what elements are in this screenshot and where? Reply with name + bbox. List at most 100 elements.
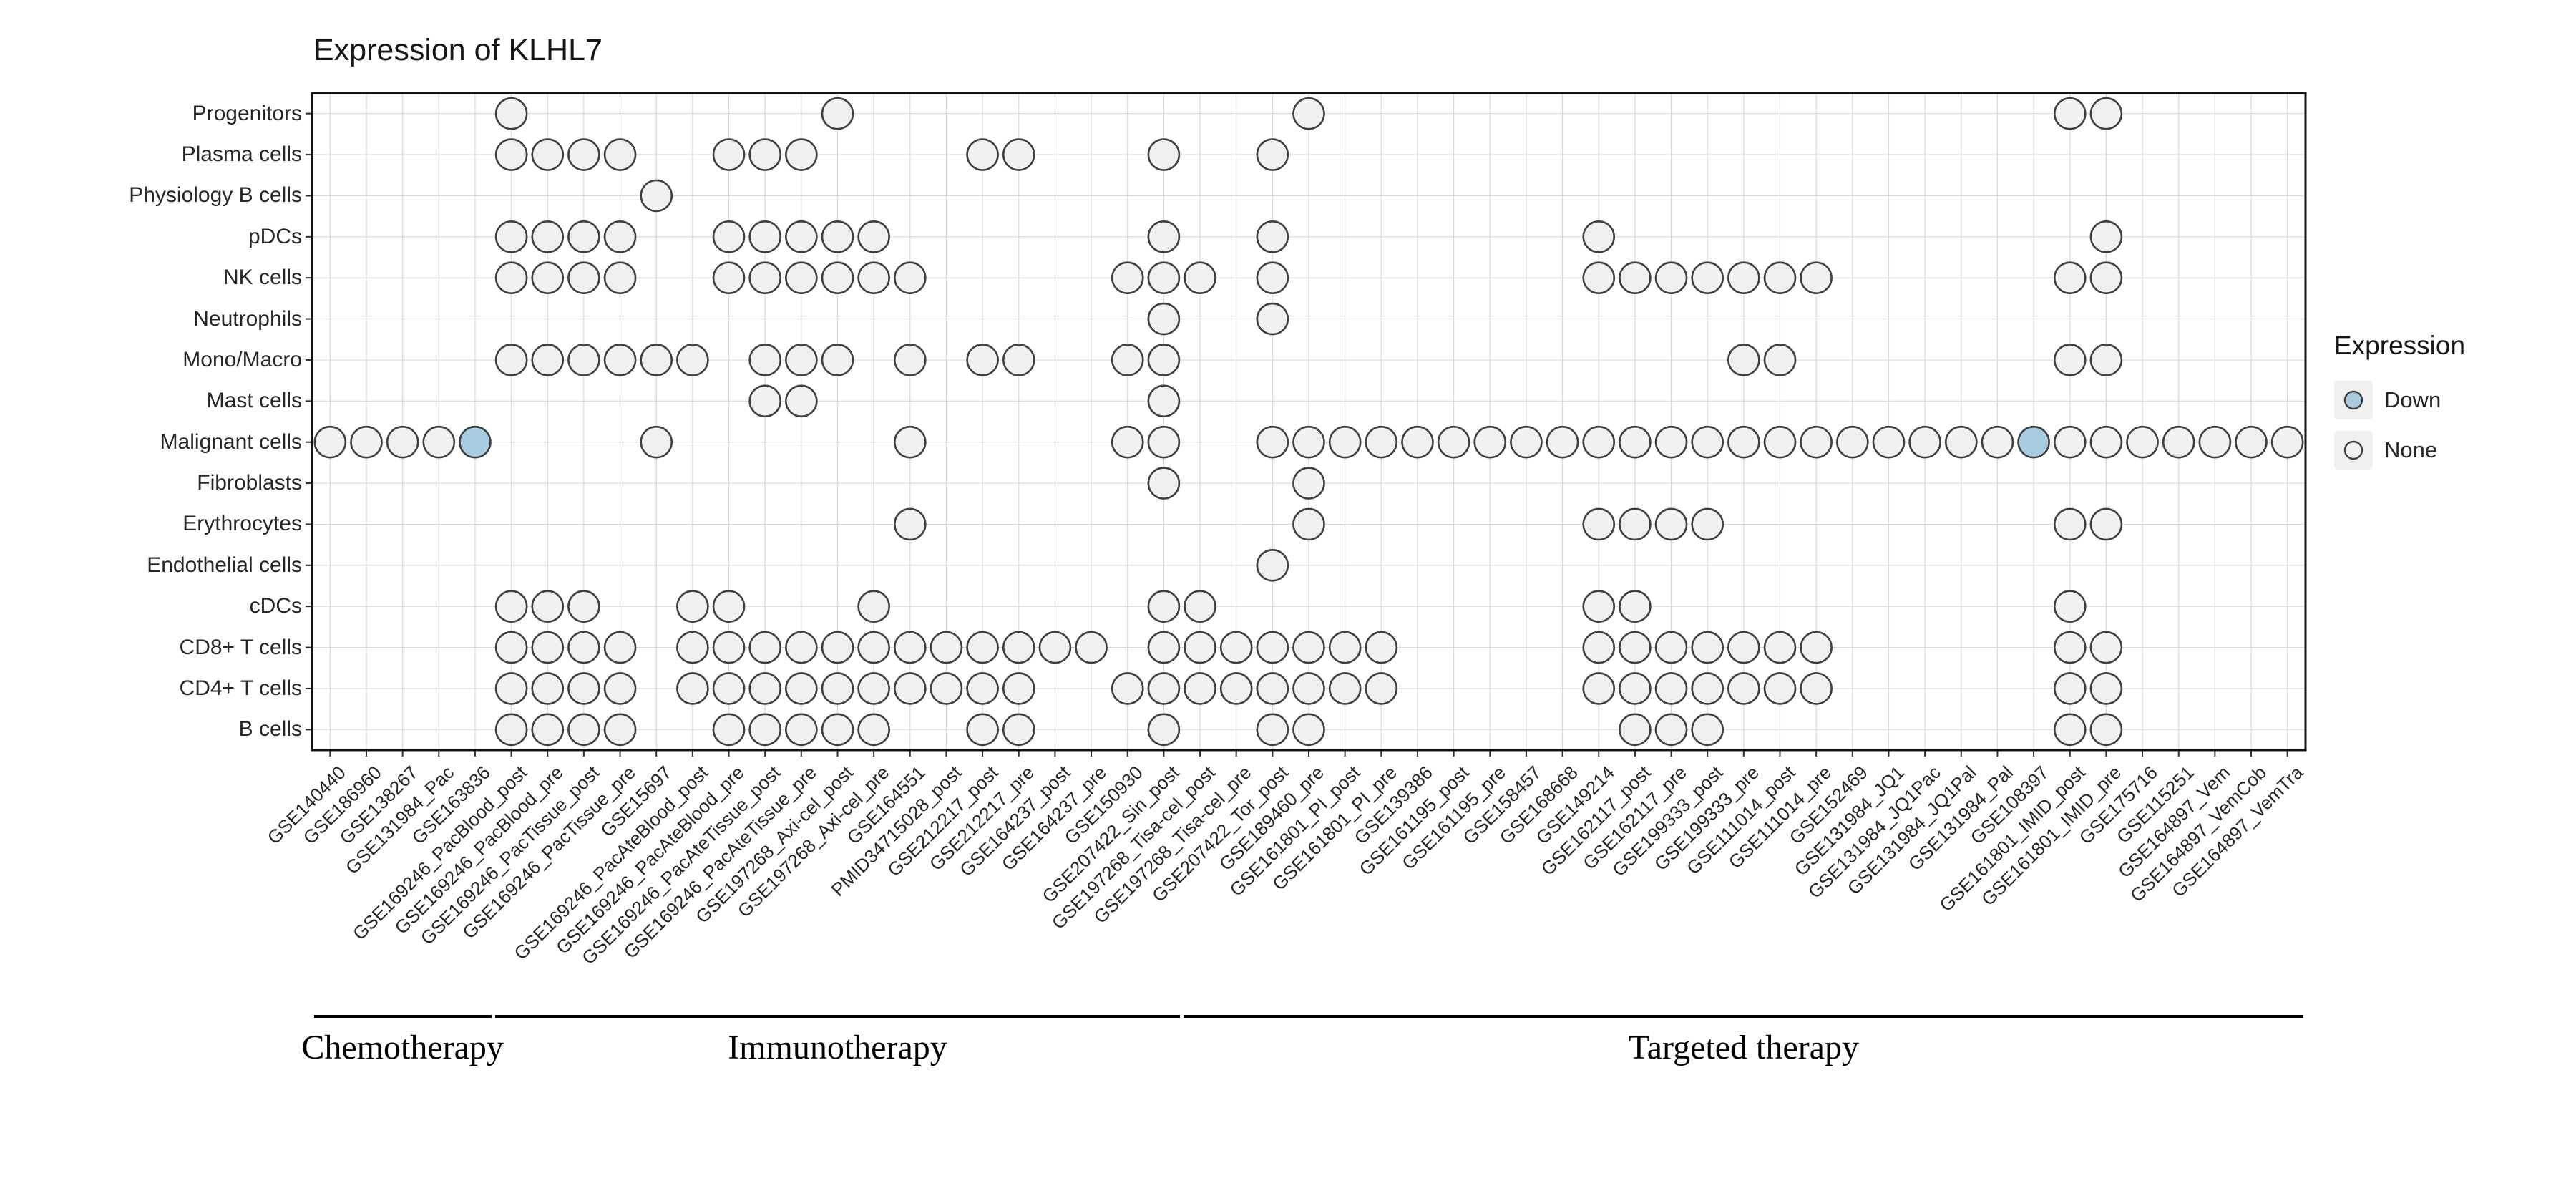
dot-expression-none	[1002, 138, 1035, 171]
dot-expression-none	[1292, 631, 1325, 664]
dot-expression-none	[2089, 713, 2123, 747]
dot-expression-none	[676, 344, 709, 376]
y-axis-label: Erythrocytes	[182, 512, 302, 536]
therapy-group-line	[313, 1015, 492, 1018]
legend-down-dot-icon	[2343, 390, 2363, 410]
dot-expression-none	[1002, 631, 1035, 664]
dot-expression-none	[1582, 261, 1616, 294]
dot-expression-none	[640, 344, 673, 376]
dot-expression-none	[2053, 97, 2087, 130]
dot-expression-none	[1582, 590, 1616, 623]
dot-expression-none	[1619, 590, 1652, 623]
dot-expression-none	[640, 425, 673, 459]
dot-expression-none	[1256, 713, 1289, 747]
dot-expression-none	[1292, 672, 1325, 705]
dot-expression-none	[531, 713, 565, 747]
dot-expression-none	[531, 138, 565, 171]
dot-expression-none	[1727, 672, 1760, 705]
dot-expression-none	[1619, 507, 1652, 541]
dot-expression-none	[821, 220, 854, 253]
dot-expression-none	[1292, 713, 1325, 747]
dot-expression-none	[676, 590, 709, 623]
dot-expression-none	[966, 344, 999, 376]
dot-expression-none	[1292, 97, 1325, 130]
dot-expression-none	[748, 672, 781, 705]
y-axis-label: CD8+ T cells	[179, 635, 302, 659]
dot-expression-none	[1763, 425, 1797, 459]
dot-expression-none	[567, 631, 600, 664]
dot-expression-none	[894, 672, 927, 705]
dot-expression-none	[494, 631, 528, 664]
dot-expression-none	[1654, 672, 1688, 705]
dot-expression-none	[1147, 344, 1181, 376]
dot-expression-none	[1147, 384, 1181, 418]
dot-expression-none	[1365, 672, 1398, 705]
dot-expression-none	[1691, 425, 1724, 459]
panel-border	[311, 92, 2307, 752]
dot-expression-none	[1365, 631, 1398, 664]
dot-expression-none	[1147, 425, 1181, 459]
dot-expression-none	[2235, 425, 2268, 459]
dot-expression-none	[1691, 672, 1724, 705]
dot-expression-none	[785, 713, 818, 747]
dot-expression-none	[494, 97, 528, 130]
dot-expression-none	[785, 344, 818, 376]
dot-expression-none	[748, 138, 781, 171]
dot-expression-none	[712, 631, 746, 664]
dot-expression-none	[531, 631, 565, 664]
dot-expression-none	[1147, 672, 1181, 705]
y-axis-label: Neutrophils	[193, 306, 302, 331]
dot-expression-none	[1292, 507, 1325, 541]
y-axis-label: Fibroblasts	[197, 471, 302, 495]
y-axis-label: CD4+ T cells	[179, 676, 302, 700]
dot-expression-none	[1365, 425, 1398, 459]
dot-expression-none	[1619, 261, 1652, 294]
dot-expression-none	[1147, 261, 1181, 294]
dot-expression-none	[1147, 713, 1181, 747]
dot-expression-none	[1546, 425, 1579, 459]
dot-expression-down	[459, 425, 492, 459]
y-axis-label: pDCs	[248, 224, 302, 248]
dot-expression-none	[1292, 467, 1325, 500]
dot-expression-none	[494, 590, 528, 623]
dot-expression-none	[531, 344, 565, 376]
dot-expression-none	[531, 261, 565, 294]
dot-expression-none	[2126, 425, 2159, 459]
dot-expression-none	[894, 261, 927, 294]
therapy-group-line	[1184, 1015, 2304, 1018]
dot-expression-none	[748, 713, 781, 747]
dot-expression-none	[567, 261, 600, 294]
dot-expression-none	[1582, 507, 1616, 541]
dot-expression-none	[1002, 344, 1035, 376]
dot-expression-none	[494, 220, 528, 253]
dot-expression-none	[1147, 302, 1181, 336]
legend-item-none: None	[2334, 431, 2465, 470]
dot-expression-none	[1691, 713, 1724, 747]
dot-expression-none	[1219, 631, 1253, 664]
dot-expression-none	[1256, 425, 1289, 459]
legend-key	[2334, 431, 2373, 470]
dot-expression-none	[494, 713, 528, 747]
dot-expression-none	[785, 672, 818, 705]
dot-expression-none	[785, 384, 818, 418]
dot-expression-none	[1111, 425, 1144, 459]
dot-expression-none	[1184, 631, 1216, 664]
dot-expression-none	[2053, 672, 2087, 705]
dot-expression-none	[785, 220, 818, 253]
dot-expression-none	[1256, 302, 1289, 336]
dot-expression-none	[494, 138, 528, 171]
dot-expression-none	[2089, 220, 2123, 253]
dot-expression-none	[603, 261, 637, 294]
dot-expression-none	[1147, 220, 1181, 253]
dot-expression-none	[748, 344, 781, 376]
dot-expression-none	[603, 672, 637, 705]
dot-expression-none	[966, 138, 999, 171]
dot-expression-none	[494, 344, 528, 376]
dot-expression-none	[821, 261, 854, 294]
dot-expression-none	[712, 713, 746, 747]
dot-expression-none	[2270, 425, 2304, 459]
dot-expression-none	[1256, 672, 1289, 705]
dot-expression-none	[567, 672, 600, 705]
therapy-group-label: Targeted therapy	[1628, 1029, 1859, 1066]
